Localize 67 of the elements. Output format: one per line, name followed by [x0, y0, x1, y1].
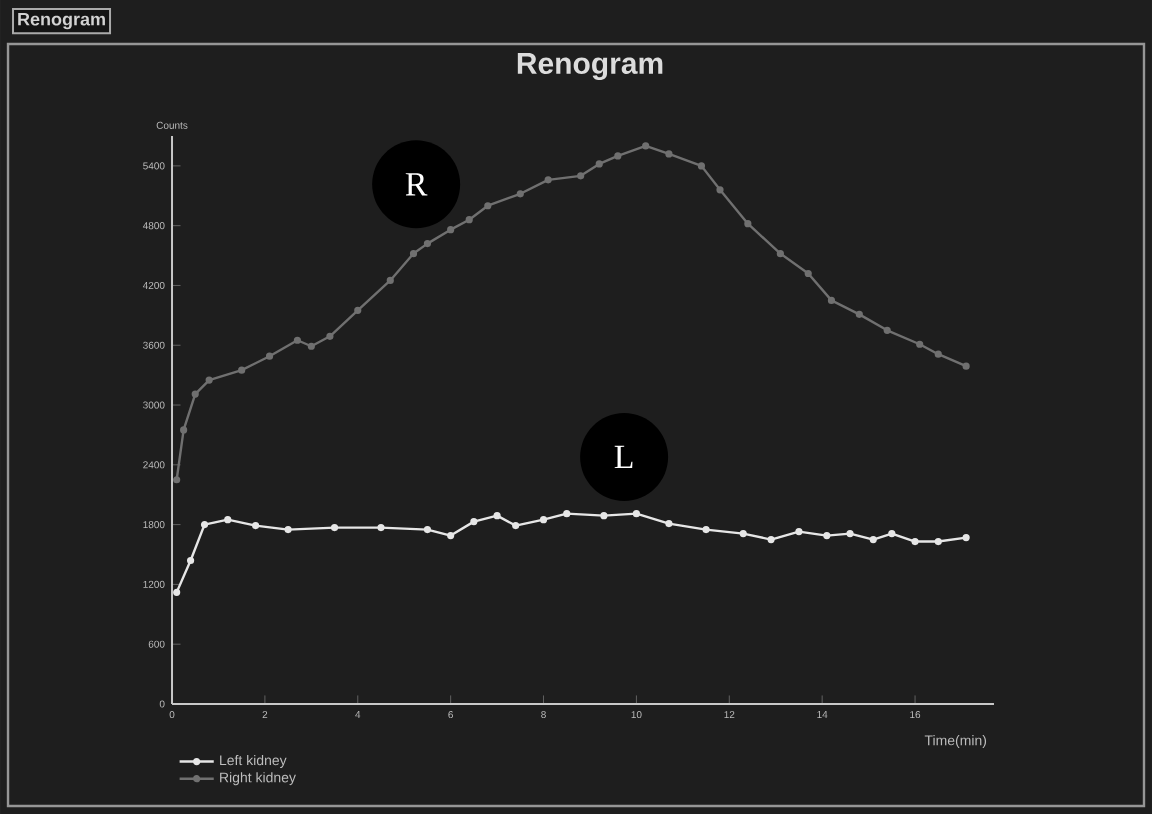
point	[827, 296, 836, 305]
point	[470, 518, 478, 526]
point	[173, 588, 181, 596]
point	[224, 516, 232, 524]
annotation: R	[405, 173, 428, 196]
point	[516, 190, 524, 198]
point	[409, 249, 418, 258]
point	[465, 216, 473, 224]
point	[595, 160, 603, 168]
point	[702, 525, 710, 534]
point	[600, 512, 608, 520]
point	[697, 162, 706, 170]
point	[934, 350, 942, 358]
point	[307, 342, 315, 350]
point	[191, 390, 199, 398]
point	[795, 527, 803, 536]
point	[205, 376, 213, 384]
point	[962, 362, 970, 370]
point	[293, 336, 301, 344]
point	[173, 476, 181, 484]
point	[512, 522, 520, 530]
point	[577, 172, 585, 180]
point	[767, 535, 775, 544]
point	[665, 520, 673, 528]
point	[804, 269, 812, 278]
point	[716, 186, 724, 194]
point	[665, 150, 673, 158]
point	[423, 240, 432, 248]
point	[180, 426, 188, 434]
point	[855, 310, 863, 318]
point	[823, 531, 831, 540]
point	[238, 366, 246, 374]
point	[962, 533, 970, 542]
point	[284, 525, 292, 534]
point	[934, 537, 942, 546]
point	[563, 510, 571, 518]
point	[846, 529, 854, 538]
point	[447, 531, 455, 540]
point	[544, 176, 552, 184]
point	[614, 152, 622, 160]
point	[377, 524, 385, 532]
point	[493, 512, 501, 520]
point	[632, 510, 641, 518]
point	[484, 202, 492, 210]
point	[916, 340, 924, 348]
point	[330, 524, 339, 532]
point	[326, 332, 334, 340]
point	[354, 306, 362, 314]
point	[539, 516, 548, 524]
point	[200, 521, 209, 529]
point	[739, 529, 747, 538]
point	[186, 556, 195, 565]
point	[252, 522, 260, 530]
point	[423, 525, 432, 534]
point	[265, 352, 274, 360]
text: Renogram	[18, 12, 105, 30]
point	[911, 537, 919, 546]
point	[386, 276, 394, 285]
point	[869, 535, 877, 544]
point	[888, 529, 896, 538]
point	[447, 226, 455, 234]
point	[642, 142, 650, 150]
point	[776, 249, 784, 258]
annotation: L	[614, 445, 633, 469]
point	[883, 326, 891, 334]
point	[744, 220, 752, 228]
chart-title: Renogram	[517, 53, 663, 81]
